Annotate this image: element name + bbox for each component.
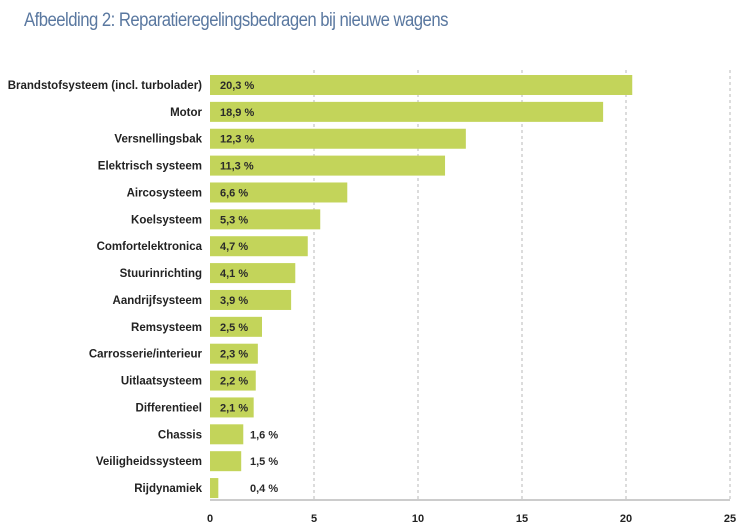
bar <box>210 101 604 122</box>
data-label: 4,7 % <box>220 241 248 253</box>
data-label: 18,9 % <box>220 107 254 119</box>
data-label: 2,2 % <box>220 376 248 388</box>
category-label: Rijdynamiek <box>134 483 202 495</box>
category-label: Stuurinrichting <box>120 268 202 280</box>
data-label: 12,3 % <box>220 134 254 146</box>
data-label: 2,5 % <box>220 322 248 334</box>
x-tick-label: 5 <box>311 513 317 525</box>
x-tick-label: 15 <box>516 513 528 525</box>
bar <box>210 424 244 445</box>
bar <box>210 75 633 95</box>
category-label: Remsysteem <box>131 322 202 334</box>
bar <box>210 182 348 203</box>
category-label: Differentieel <box>136 402 202 414</box>
chart-title: Afbeelding 2: Reparatieregelingsbedragen… <box>24 10 448 31</box>
data-label: 2,3 % <box>220 349 248 361</box>
category-label: Versnellingsbak <box>114 134 202 146</box>
x-tick-label: 10 <box>412 513 424 525</box>
bar <box>210 451 242 472</box>
data-label: 6,6 % <box>220 187 248 199</box>
category-label: Elektrisch systeem <box>98 161 202 173</box>
category-label: Brandstofsysteem (incl. turbolader) <box>8 80 202 92</box>
category-label: Carrosserie/interieur <box>89 349 203 361</box>
data-label: 20,3 % <box>220 80 254 92</box>
bar <box>210 236 308 257</box>
category-label: Veiligheidssysteem <box>96 456 202 468</box>
category-label: Koelsysteem <box>131 214 202 226</box>
bar <box>210 209 321 230</box>
data-label: 11,3 % <box>220 161 254 173</box>
bar <box>210 397 254 418</box>
category-label: Uitlaatsysteem <box>121 376 202 388</box>
bar <box>210 155 446 176</box>
x-tick-label: 25 <box>724 513 736 525</box>
bar <box>210 478 219 499</box>
category-label: Motor <box>170 107 202 119</box>
data-label: 2,1 % <box>220 402 248 414</box>
category-label: Comfortelektronica <box>97 241 203 253</box>
data-label: 0,4 % <box>250 483 278 495</box>
bar <box>210 263 296 284</box>
data-label: 5,3 % <box>220 214 248 226</box>
bar <box>210 370 256 391</box>
data-label: 4,1 % <box>220 268 248 280</box>
bar <box>210 289 292 310</box>
x-tick-label: 20 <box>620 513 632 525</box>
bar <box>210 128 466 149</box>
bar <box>210 316 262 337</box>
data-label: 1,6 % <box>250 429 278 441</box>
category-label: Aircosysteem <box>127 187 202 199</box>
category-label: Chassis <box>158 429 202 441</box>
x-tick-label: 0 <box>207 513 213 525</box>
category-label: Aandrijfsysteem <box>113 295 202 307</box>
bar <box>210 343 258 364</box>
data-label: 3,9 % <box>220 295 248 307</box>
data-label: 1,5 % <box>250 456 278 468</box>
